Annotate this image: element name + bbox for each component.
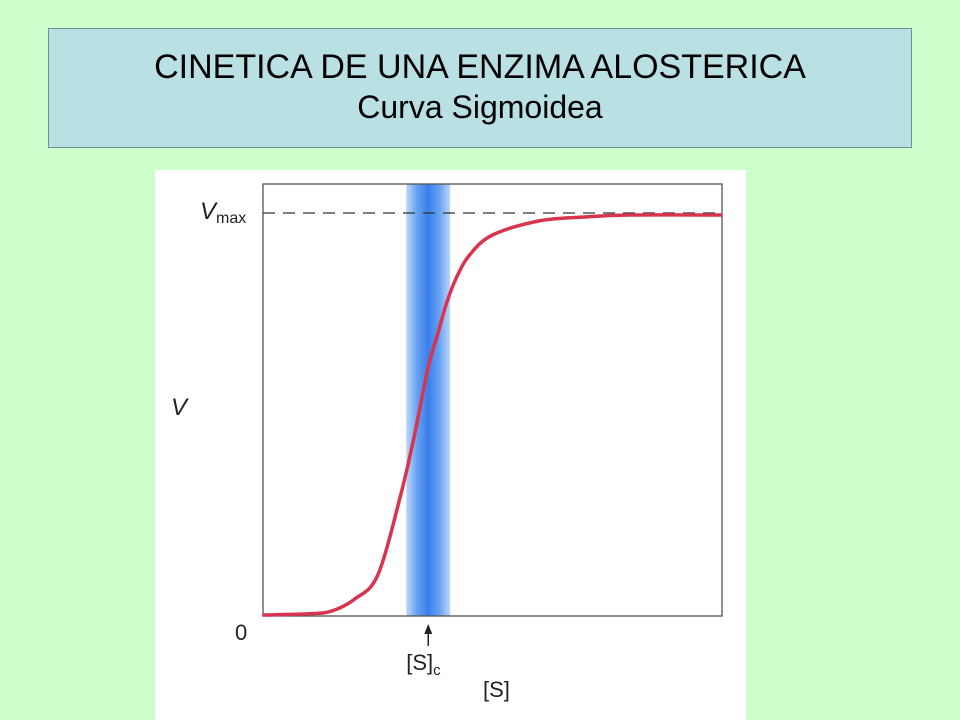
- slide-title: CINETICA DE UNA ENZIMA ALOSTERICA: [154, 48, 806, 86]
- sc-arrow-head: [424, 624, 433, 634]
- vmax-label: Vmax: [200, 198, 246, 227]
- sc-arrow: [424, 624, 433, 646]
- x-axis-label: [S]: [483, 677, 510, 702]
- sigmoid-curve: [262, 213, 723, 617]
- vmax-label-main: V: [200, 198, 218, 225]
- critical-band: [406, 184, 451, 616]
- y-axis-label: V: [171, 394, 189, 421]
- vmax-label-sub: max: [216, 210, 246, 227]
- zero-label: 0: [235, 620, 247, 645]
- allosteric-kinetics-chart: Vmax V 0 [S]c [S]: [171, 183, 723, 702]
- sc-label-sub: c: [433, 662, 441, 679]
- sc-label: [S]c: [406, 650, 441, 679]
- title-box: CINETICA DE UNA ENZIMA ALOSTERICA Curva …: [48, 28, 912, 148]
- plot-frame: [262, 183, 723, 617]
- sc-label-main: [S]: [406, 650, 433, 675]
- chart-figure: Vmax V 0 [S]c [S]: [155, 170, 746, 720]
- slide-subtitle: Curva Sigmoidea: [357, 89, 603, 125]
